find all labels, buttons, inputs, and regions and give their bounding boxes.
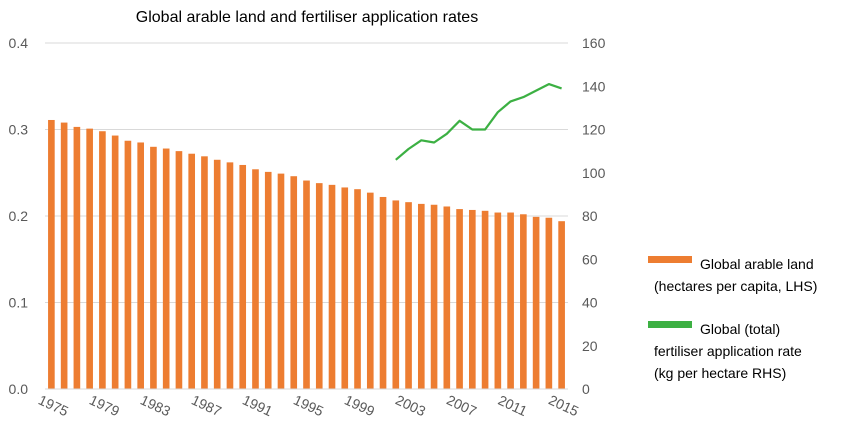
y-right-tick-label: 0 bbox=[582, 381, 590, 397]
y-right-tick-label: 120 bbox=[582, 122, 606, 138]
legend-swatch-arable-land bbox=[648, 256, 692, 263]
bar bbox=[354, 189, 361, 389]
bar bbox=[494, 212, 502, 389]
x-tick-label: 1975 bbox=[36, 392, 71, 420]
bar bbox=[111, 135, 119, 389]
bar bbox=[277, 173, 285, 389]
bar bbox=[213, 159, 221, 389]
legend-item-fertiliser: Global (total) fertiliser application ra… bbox=[648, 318, 838, 384]
x-tick-label: 1983 bbox=[138, 392, 173, 420]
bar bbox=[226, 162, 234, 389]
left-axis: 0.0 0.1 0.2 0.3 0.4 bbox=[9, 35, 29, 397]
bar bbox=[150, 146, 157, 389]
bar bbox=[341, 187, 349, 389]
bar bbox=[481, 210, 489, 389]
x-tick-label: 2015 bbox=[546, 392, 581, 420]
bar bbox=[469, 209, 476, 389]
bar bbox=[315, 183, 323, 389]
bar bbox=[290, 176, 298, 389]
x-tick-label: 2011 bbox=[496, 392, 530, 419]
chart-title: Global arable land and fertiliser applic… bbox=[136, 9, 478, 26]
y-left-tick-label: 0.4 bbox=[9, 35, 29, 51]
legend-swatch-fertiliser bbox=[648, 321, 692, 328]
legend-label-line: fertiliser application rate bbox=[654, 343, 802, 359]
x-tick-label: 1995 bbox=[291, 392, 326, 420]
bar bbox=[264, 171, 272, 389]
bar bbox=[405, 202, 412, 389]
y-right-tick-label: 40 bbox=[582, 295, 598, 311]
bar bbox=[328, 184, 336, 389]
bar bbox=[175, 151, 183, 389]
bar bbox=[392, 200, 400, 389]
y-right-tick-label: 140 bbox=[582, 78, 606, 94]
legend-label-line: (kg per hectare RHS) bbox=[654, 365, 787, 381]
bar bbox=[48, 119, 55, 390]
x-tick-label: 1999 bbox=[342, 392, 377, 420]
bar bbox=[252, 169, 259, 389]
bar bbox=[558, 221, 565, 389]
bar bbox=[73, 126, 81, 389]
y-left-tick-label: 0.0 bbox=[9, 381, 29, 397]
bar bbox=[124, 140, 132, 389]
x-tick-label: 1987 bbox=[189, 392, 224, 420]
bar bbox=[520, 214, 527, 389]
x-tick-label: 2003 bbox=[393, 392, 428, 420]
bar bbox=[456, 209, 463, 389]
bar bbox=[443, 206, 451, 389]
bar bbox=[86, 128, 93, 389]
x-tick-label: 1991 bbox=[240, 392, 275, 420]
bar bbox=[417, 203, 425, 389]
bar bbox=[545, 217, 553, 389]
y-left-tick-label: 0.3 bbox=[9, 122, 29, 138]
bar bbox=[379, 196, 387, 389]
y-right-tick-label: 20 bbox=[582, 338, 598, 354]
bar bbox=[507, 212, 514, 389]
bar bbox=[60, 122, 68, 389]
bar bbox=[162, 148, 170, 389]
x-tick-label: 1979 bbox=[87, 392, 122, 420]
y-right-tick-label: 100 bbox=[582, 165, 606, 181]
right-axis: 0 20 40 60 80 100 120 140 160 bbox=[582, 35, 606, 397]
bar bbox=[303, 180, 310, 389]
line-series-fertiliser bbox=[395, 82, 562, 161]
bar bbox=[99, 131, 106, 390]
legend-item-arable-land: Global arable land (hectares per capita,… bbox=[648, 253, 838, 297]
bar bbox=[137, 142, 144, 389]
bar bbox=[532, 216, 540, 389]
legend-label-line: Global arable land bbox=[700, 256, 814, 272]
bar bbox=[239, 164, 247, 389]
legend-label-line: (hectares per capita, LHS) bbox=[654, 278, 818, 294]
x-tick-label: 2007 bbox=[444, 392, 479, 420]
y-left-tick-label: 0.1 bbox=[9, 295, 29, 311]
y-right-tick-label: 80 bbox=[582, 208, 598, 224]
bar bbox=[188, 153, 196, 389]
y-right-tick-label: 160 bbox=[582, 35, 606, 51]
y-right-tick-label: 60 bbox=[582, 251, 598, 267]
fertiliser-line bbox=[395, 82, 562, 161]
x-axis: 1975 1979 1983 1987 1991 1995 1999 2003 2007 2011… bbox=[36, 392, 581, 420]
legend-label-line: Global (total) bbox=[700, 321, 781, 337]
bar bbox=[430, 204, 438, 389]
bar bbox=[366, 192, 374, 389]
bar bbox=[201, 156, 208, 389]
y-left-tick-label: 0.2 bbox=[9, 208, 29, 224]
bar-series-arable-land bbox=[45, 119, 568, 390]
